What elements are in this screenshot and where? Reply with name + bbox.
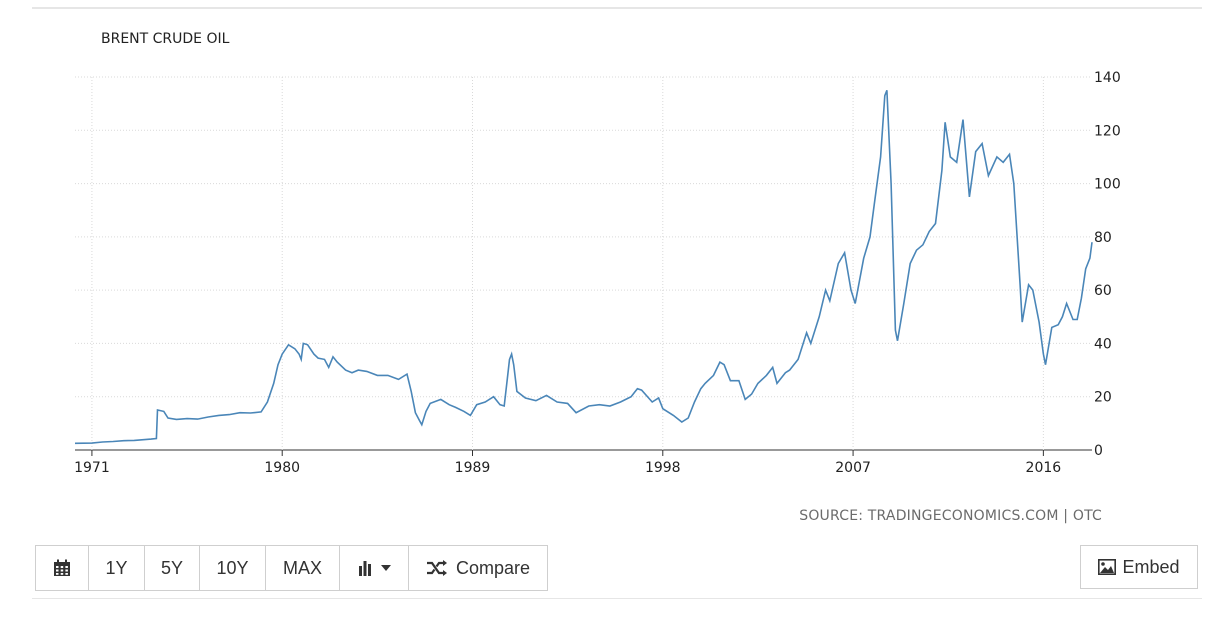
y-tick-label: 100 bbox=[1094, 177, 1121, 193]
range-1y-button[interactable]: 1Y bbox=[89, 546, 145, 590]
shuffle-icon bbox=[426, 560, 448, 576]
bar-chart-icon bbox=[358, 560, 378, 576]
tick-layer: 0 20 40 60 80 100 120 140 1971 1980 1989 1998 2007 20… bbox=[74, 70, 1121, 476]
calendar-icon bbox=[53, 559, 71, 577]
y-tick-label: 60 bbox=[1094, 283, 1112, 299]
y-tick-label: 80 bbox=[1094, 230, 1112, 246]
compare-button[interactable]: Compare bbox=[409, 546, 547, 590]
source-label[interactable]: SOURCE: TRADINGECONOMICS.COM | OTC bbox=[799, 508, 1102, 524]
y-tick-label: 140 bbox=[1094, 70, 1121, 86]
range-max-button[interactable]: MAX bbox=[266, 546, 340, 590]
chart-type-button[interactable] bbox=[340, 546, 409, 590]
embed-label: Embed bbox=[1122, 556, 1180, 577]
bottom-divider bbox=[32, 598, 1202, 599]
chart-toolbar: 1Y 5Y 10Y MAX Compare bbox=[35, 545, 548, 591]
range-5y-button[interactable]: 5Y bbox=[145, 546, 200, 590]
embed-button[interactable]: Embed bbox=[1080, 545, 1198, 589]
calendar-button[interactable] bbox=[36, 546, 89, 590]
range-10y-button[interactable]: 10Y bbox=[200, 546, 266, 590]
image-icon bbox=[1098, 559, 1117, 575]
x-tick-label: 1998 bbox=[645, 460, 681, 476]
x-tick-label: 1980 bbox=[264, 460, 300, 476]
chart-title: BRENT CRUDE OIL bbox=[101, 31, 230, 47]
compare-label: Compare bbox=[455, 557, 531, 578]
x-tick-label: 1989 bbox=[455, 460, 491, 476]
brent-crude-chart: 0 20 40 60 80 100 120 140 1971 1980 1989 1998 2007 20… bbox=[74, 31, 1121, 524]
y-tick-label: 20 bbox=[1094, 390, 1112, 406]
y-tick-label: 40 bbox=[1094, 336, 1112, 352]
price-line bbox=[74, 90, 1093, 445]
y-tick-label: 0 bbox=[1094, 443, 1103, 459]
x-tick-label: 2007 bbox=[835, 460, 871, 476]
x-tick-label: 2016 bbox=[1026, 460, 1062, 476]
y-tick-label: 120 bbox=[1094, 123, 1121, 139]
top-divider bbox=[32, 7, 1202, 9]
x-tick-label: 1971 bbox=[74, 460, 110, 476]
caret-down-icon bbox=[380, 565, 391, 571]
grid-layer bbox=[75, 76, 1092, 456]
